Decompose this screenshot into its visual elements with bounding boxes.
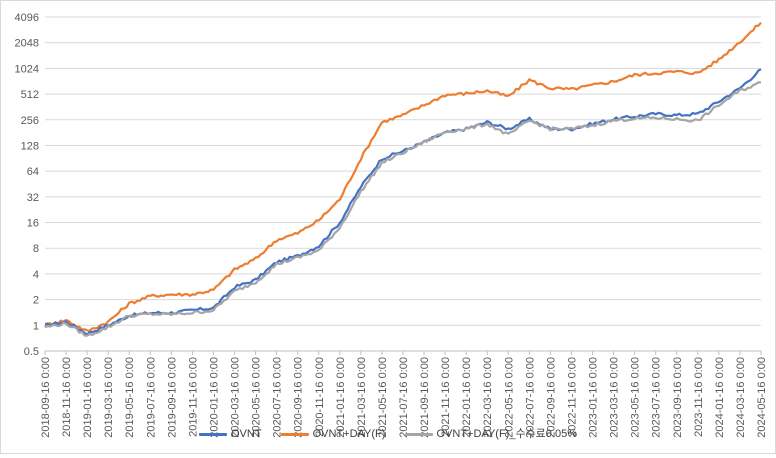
x-tick-label: 2022-11-16 0:00 xyxy=(566,357,578,437)
y-tick-label: 512 xyxy=(21,89,39,101)
y-tick-label: 1024 xyxy=(15,63,39,75)
x-tick-label: 2021-11-16 0:00 xyxy=(440,357,452,437)
x-tick-label: 2019-09-16 0:00 xyxy=(166,357,178,438)
y-tick-label: 2 xyxy=(33,295,39,307)
y-tick-label: 0.5 xyxy=(24,346,39,358)
x-tick-label: 2018-09-16 0:00 xyxy=(40,357,52,438)
x-tick-label: 2023-01-16 0:00 xyxy=(588,357,600,438)
y-tick-label: 8 xyxy=(33,243,39,255)
x-tick-label: 2020-05-16 0:00 xyxy=(251,357,263,438)
x-tick-label: 2024-03-16 0:00 xyxy=(735,357,747,438)
y-tick-label: 128 xyxy=(21,140,39,152)
x-tick-label: 2024-01-16 0:00 xyxy=(714,357,726,438)
legend-swatch-ovnt xyxy=(198,432,227,436)
x-tick-label: 2019-11-16 0:00 xyxy=(187,357,199,437)
x-tick-label: 2020-03-16 0:00 xyxy=(230,357,242,438)
x-tick-label: 2020-09-16 0:00 xyxy=(293,357,305,438)
x-tick-label: 2019-03-16 0:00 xyxy=(103,357,115,438)
x-tick-label: 2021-03-16 0:00 xyxy=(356,357,368,438)
y-tick-label: 4096 xyxy=(15,12,39,24)
x-tick-label: 2023-03-16 0:00 xyxy=(609,357,621,438)
x-tick-label: 2022-07-16 0:00 xyxy=(524,357,536,438)
x-tick-label: 2021-09-16 0:00 xyxy=(419,357,431,438)
legend-swatch-ovnt-day xyxy=(280,432,309,436)
x-tick-label: 2021-07-16 0:00 xyxy=(398,357,410,438)
x-tick-label: 2019-01-16 0:00 xyxy=(82,357,94,438)
x-tick-label: 2022-03-16 0:00 xyxy=(482,357,494,438)
x-tick-label: 2024-05-16 0:00 xyxy=(756,357,768,438)
x-tick-label: 2019-07-16 0:00 xyxy=(145,357,157,438)
y-tick-label: 2048 xyxy=(15,38,39,50)
y-tick-label: 256 xyxy=(21,115,39,127)
legend-item-ovnt-day-fee: OVNT+DAY(F)_수수료0.05% xyxy=(404,425,578,441)
x-tick-label: 2023-09-16 0:00 xyxy=(672,357,684,438)
legend-item-ovnt: OVNT xyxy=(198,428,262,440)
y-tick-label: 16 xyxy=(27,218,39,230)
x-tick-label: 2020-01-16 0:00 xyxy=(208,357,220,438)
series-line-2 xyxy=(44,81,762,337)
legend-item-ovnt-day: OVNT+DAY(F) xyxy=(280,428,386,440)
legend-label-ovnt-day-fee: OVNT+DAY(F)_수수료0.05% xyxy=(436,428,578,440)
x-tick-label: 2020-07-16 0:00 xyxy=(272,357,284,438)
x-tick-label: 2019-05-16 0:00 xyxy=(124,357,136,438)
y-tick-label: 32 xyxy=(27,192,39,204)
x-tick-label: 2021-01-16 0:00 xyxy=(335,357,347,438)
x-tick-label: 2018-11-16 0:00 xyxy=(61,357,73,437)
x-tick-label: 2021-05-16 0:00 xyxy=(377,357,389,438)
y-tick-label: 64 xyxy=(27,166,39,178)
x-tick-label: 2023-05-16 0:00 xyxy=(630,357,642,438)
legend: OVNT OVNT+DAY(F) OVNT+DAY(F)_수수료0.05% xyxy=(1,425,775,441)
legend-swatch-ovnt-day-fee xyxy=(404,432,433,436)
x-tick-label: 2022-05-16 0:00 xyxy=(503,357,515,438)
x-tick-label: 2023-07-16 0:00 xyxy=(651,357,663,438)
legend-label-ovnt: OVNT xyxy=(230,428,262,440)
x-tick-label: 2022-09-16 0:00 xyxy=(545,357,557,438)
x-tick-label: 2022-01-16 0:00 xyxy=(461,357,473,438)
series-line-1 xyxy=(44,22,762,332)
y-tick-label: 4 xyxy=(33,269,39,281)
y-tick-label: 1 xyxy=(33,320,39,332)
x-tick-label: 2020-11-16 0:00 xyxy=(314,357,326,437)
x-tick-label: 2023-11-16 0:00 xyxy=(693,357,705,437)
legend-label-ovnt-day: OVNT+DAY(F) xyxy=(312,428,386,440)
